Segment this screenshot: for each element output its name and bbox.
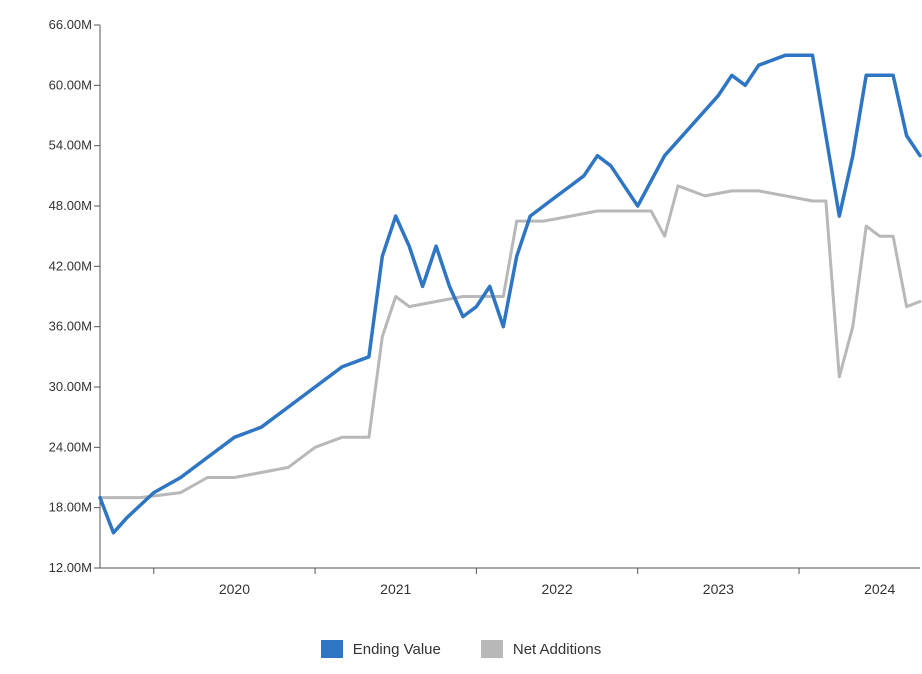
series-line-net-additions [98,184,922,500]
x-tick-label: 2024 [864,581,895,597]
x-tick-label: 2021 [380,581,411,597]
y-tick-label: 54.00M [49,138,92,153]
legend: Ending Value Net Additions [0,640,922,658]
x-tick-label: 2020 [219,581,250,597]
x-tick-label: 2023 [703,581,734,597]
legend-item-net-additions[interactable]: Net Additions [480,640,602,658]
y-tick-label: 66.00M [49,17,92,32]
legend-label-net-additions: Net Additions [512,640,602,658]
legend-swatch-ending-value [320,640,343,658]
legend-item-ending-value[interactable]: Ending Value [320,640,441,658]
y-tick-label: 24.00M [49,439,92,454]
legend-swatch-net-additions [480,640,503,658]
series-layer [98,53,922,535]
legend-label-ending-value: Ending Value [352,640,441,658]
series-line-ending-value [98,53,922,535]
y-tick-label: 12.00M [49,560,92,575]
y-tick-label: 18.00M [49,500,92,515]
y-tick-label: 42.00M [49,258,92,273]
y-tick-label: 36.00M [49,319,92,334]
y-tick-label: 48.00M [49,198,92,213]
y-tick-label: 30.00M [49,379,92,394]
axes: 12.00M 18.00M 24.00M 30.00M 36.00M 42.00M 48.0… [49,17,920,597]
x-tick-label: 2022 [541,581,572,597]
y-tick-label: 60.00M [49,77,92,92]
